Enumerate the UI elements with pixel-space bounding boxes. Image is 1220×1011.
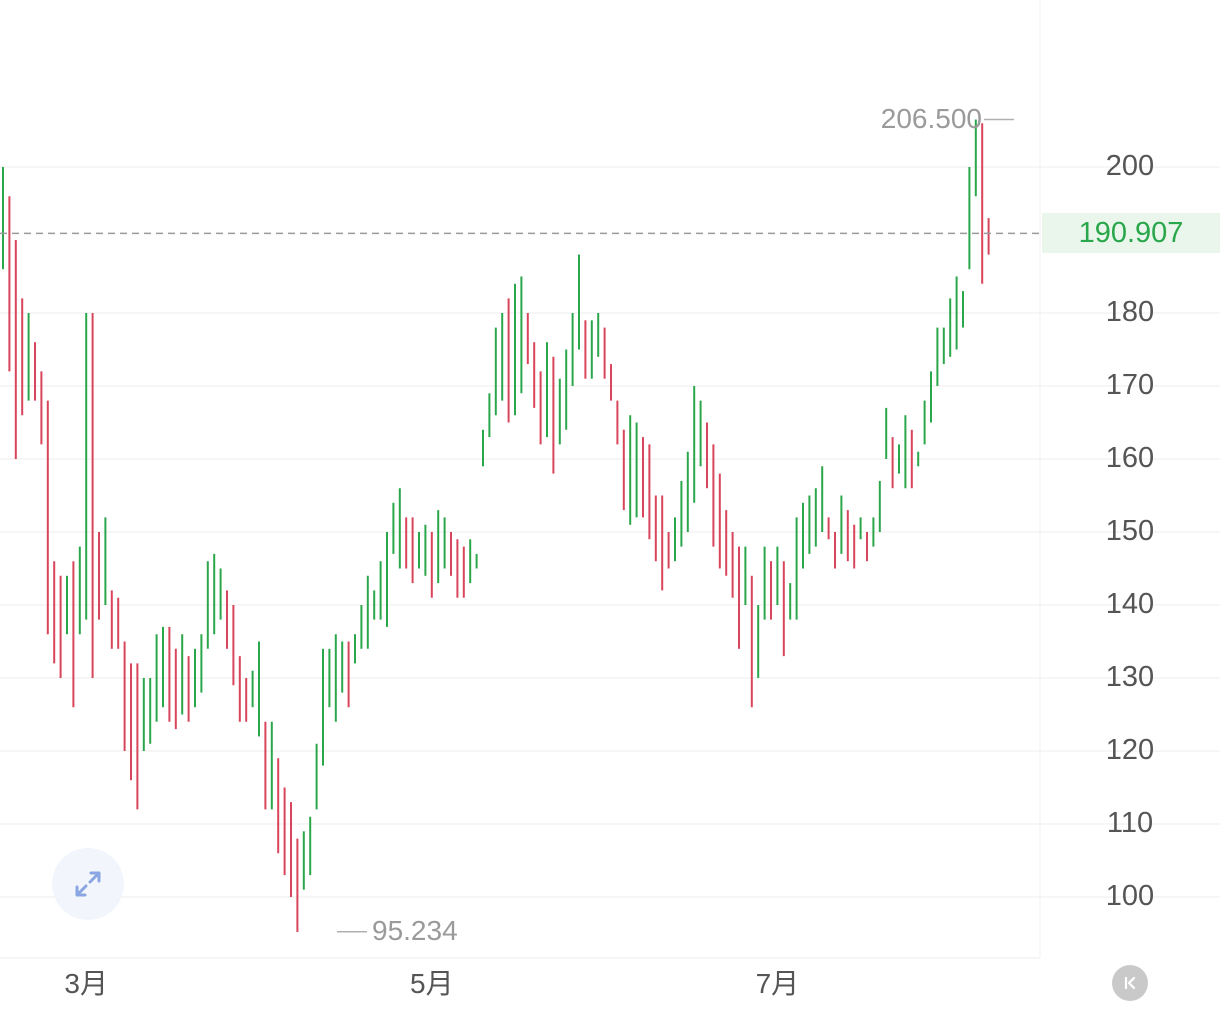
expand-button[interactable] — [52, 848, 124, 920]
min-price-label: 95.234 — [372, 914, 458, 946]
y-tick-label: 140 — [1105, 588, 1155, 620]
y-tick-label: 100 — [1105, 880, 1155, 912]
y-tick-label: 160 — [1105, 442, 1155, 474]
y-tick-label: 170 — [1105, 369, 1155, 401]
expand-arrows-icon — [75, 871, 101, 897]
x-tick-label: 5月 — [410, 968, 454, 999]
y-tick-label: 120 — [1105, 734, 1155, 766]
max-price-label: 206.500 — [880, 102, 982, 134]
current-price-badge: 190.907 — [1042, 213, 1220, 254]
y-tick-label: 150 — [1105, 515, 1155, 547]
x-tick-label: 7月 — [755, 968, 800, 999]
y-tick-label: 110 — [1106, 807, 1154, 839]
collapse-left-icon — [1124, 976, 1136, 990]
x-tick-label: 3月 — [64, 968, 108, 999]
y-tick-label: 180 — [1105, 296, 1155, 328]
grid-lines — [0, 0, 1220, 959]
y-tick-label: 200 — [1105, 150, 1155, 182]
ohlc-bars — [2, 119, 990, 933]
y-tick-label: 130 — [1105, 661, 1155, 693]
chart-overlay — [0, 118, 1040, 933]
collapse-button[interactable] — [1112, 965, 1148, 1001]
current-price-value: 190.907 — [1078, 216, 1184, 249]
